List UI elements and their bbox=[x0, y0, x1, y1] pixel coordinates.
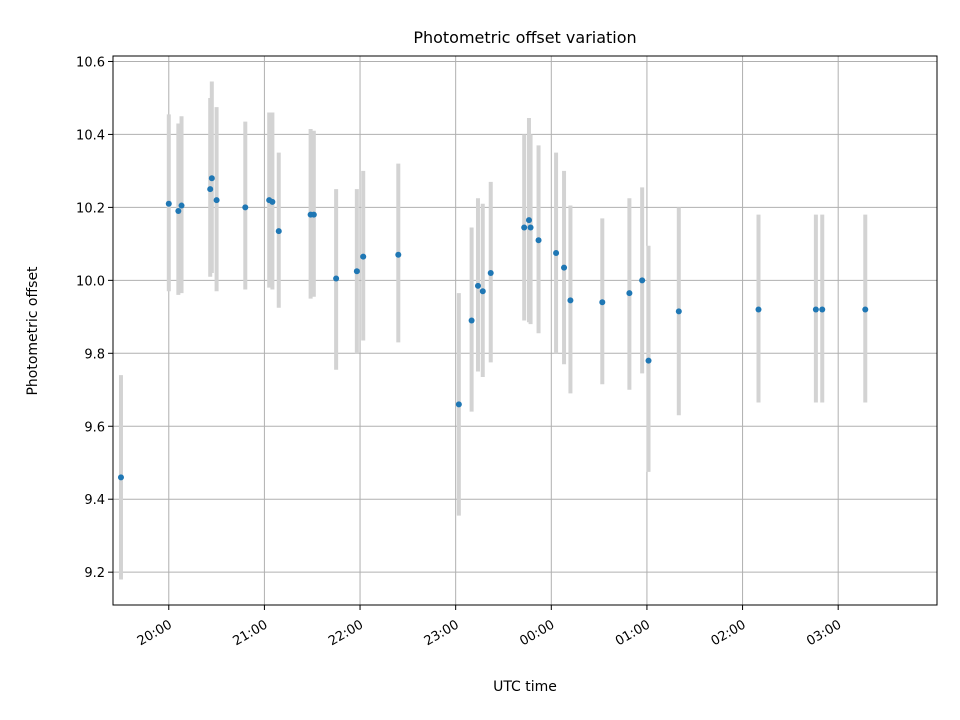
data-point bbox=[242, 204, 249, 211]
data-point bbox=[333, 275, 340, 282]
y-tick-label: 9.6 bbox=[84, 420, 105, 435]
y-tick-label: 9.8 bbox=[84, 347, 105, 362]
data-point bbox=[675, 308, 682, 315]
data-point bbox=[165, 200, 172, 207]
data-point bbox=[521, 224, 528, 231]
y-axis: 9.2 9.4 9.6 9.8 10.0 10.2 10.4 10.6 bbox=[76, 55, 113, 581]
data-point bbox=[117, 474, 124, 481]
data-point bbox=[269, 198, 276, 205]
x-axis-label: UTC time bbox=[493, 679, 557, 695]
data-point bbox=[553, 249, 560, 256]
data-point bbox=[468, 317, 475, 324]
y-tick-label: 9.4 bbox=[84, 493, 105, 508]
data-point bbox=[645, 357, 652, 364]
data-point bbox=[207, 186, 214, 193]
data-point bbox=[639, 277, 646, 284]
data-point bbox=[862, 306, 869, 313]
data-point bbox=[353, 268, 360, 275]
y-tick-label: 10.0 bbox=[76, 274, 105, 289]
point-layer bbox=[117, 175, 869, 481]
data-point bbox=[208, 175, 215, 182]
data-point bbox=[178, 202, 185, 209]
data-point bbox=[561, 264, 568, 271]
data-point bbox=[812, 306, 819, 313]
data-point bbox=[175, 208, 182, 215]
data-point bbox=[755, 306, 762, 313]
data-point bbox=[487, 270, 494, 277]
y-tick-label: 9.2 bbox=[84, 566, 105, 581]
data-point bbox=[360, 253, 367, 260]
data-point bbox=[525, 217, 532, 224]
data-point bbox=[213, 197, 220, 204]
data-point bbox=[474, 282, 481, 289]
data-point bbox=[567, 297, 574, 304]
data-point bbox=[599, 299, 606, 306]
data-point bbox=[310, 211, 317, 218]
data-point bbox=[819, 306, 826, 313]
data-point bbox=[455, 401, 462, 408]
data-point bbox=[626, 290, 633, 297]
data-point bbox=[535, 237, 542, 244]
y-tick-label: 10.4 bbox=[76, 128, 105, 143]
data-point bbox=[479, 288, 486, 295]
chart-title: Photometric offset variation bbox=[413, 28, 636, 47]
data-point bbox=[395, 251, 402, 258]
y-tick-label: 10.2 bbox=[76, 201, 105, 216]
data-point bbox=[275, 228, 282, 235]
y-tick-label: 10.6 bbox=[76, 55, 105, 70]
y-axis-label: Photometric offset bbox=[25, 266, 41, 396]
data-point bbox=[527, 224, 534, 231]
plot-frame bbox=[112, 55, 938, 606]
